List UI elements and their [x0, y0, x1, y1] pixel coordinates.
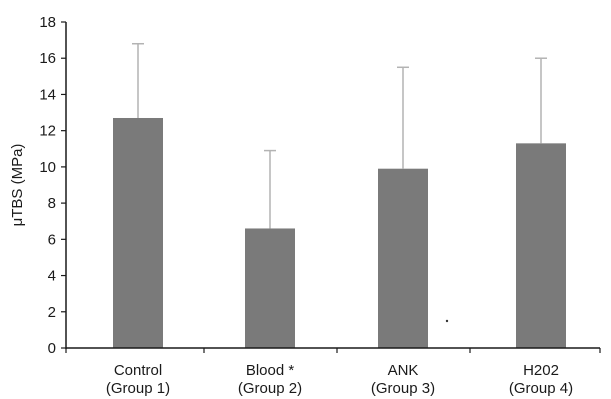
category-group-label-4: (Group 4): [509, 380, 573, 397]
error-bars-group: [132, 42, 547, 229]
category-label-2: Blood *: [246, 362, 295, 379]
bar-2: [245, 228, 295, 348]
y-tick-label-14: 14: [39, 86, 56, 103]
y-tick-label-10: 10: [39, 159, 56, 176]
y-axis-label: μTBS (MPa): [9, 144, 26, 227]
y-tick-label-6: 6: [48, 231, 56, 248]
bar-3: [378, 168, 428, 348]
category-label-4: H202: [523, 362, 559, 379]
category-group-label-2: (Group 2): [238, 380, 302, 397]
y-tick-label-16: 16: [39, 50, 56, 67]
bars-group: [113, 117, 566, 348]
category-group-label-3: (Group 3): [371, 380, 435, 397]
bar-4: [516, 143, 566, 348]
y-tick-label-12: 12: [39, 123, 56, 140]
y-tick-label-8: 8: [48, 195, 56, 212]
axes-group: [65, 22, 601, 353]
category-label-3: ANK: [388, 362, 419, 379]
y-tick-label-18: 18: [39, 14, 56, 31]
y-ticks-group: 0 2 4 6 8 10 12 14 16 18: [39, 14, 66, 357]
category-group-label-1: (Group 1): [106, 380, 170, 397]
stray-dot: [445, 319, 449, 323]
x-labels-group: Control(Group 1)Blood *(Group 2)ANK(Grou…: [106, 362, 573, 397]
bar-1: [113, 117, 163, 348]
category-label-1: Control: [114, 362, 162, 379]
y-tick-label-2: 2: [48, 304, 56, 321]
y-tick-label-0: 0: [48, 340, 56, 357]
y-tick-label-4: 4: [48, 268, 56, 285]
